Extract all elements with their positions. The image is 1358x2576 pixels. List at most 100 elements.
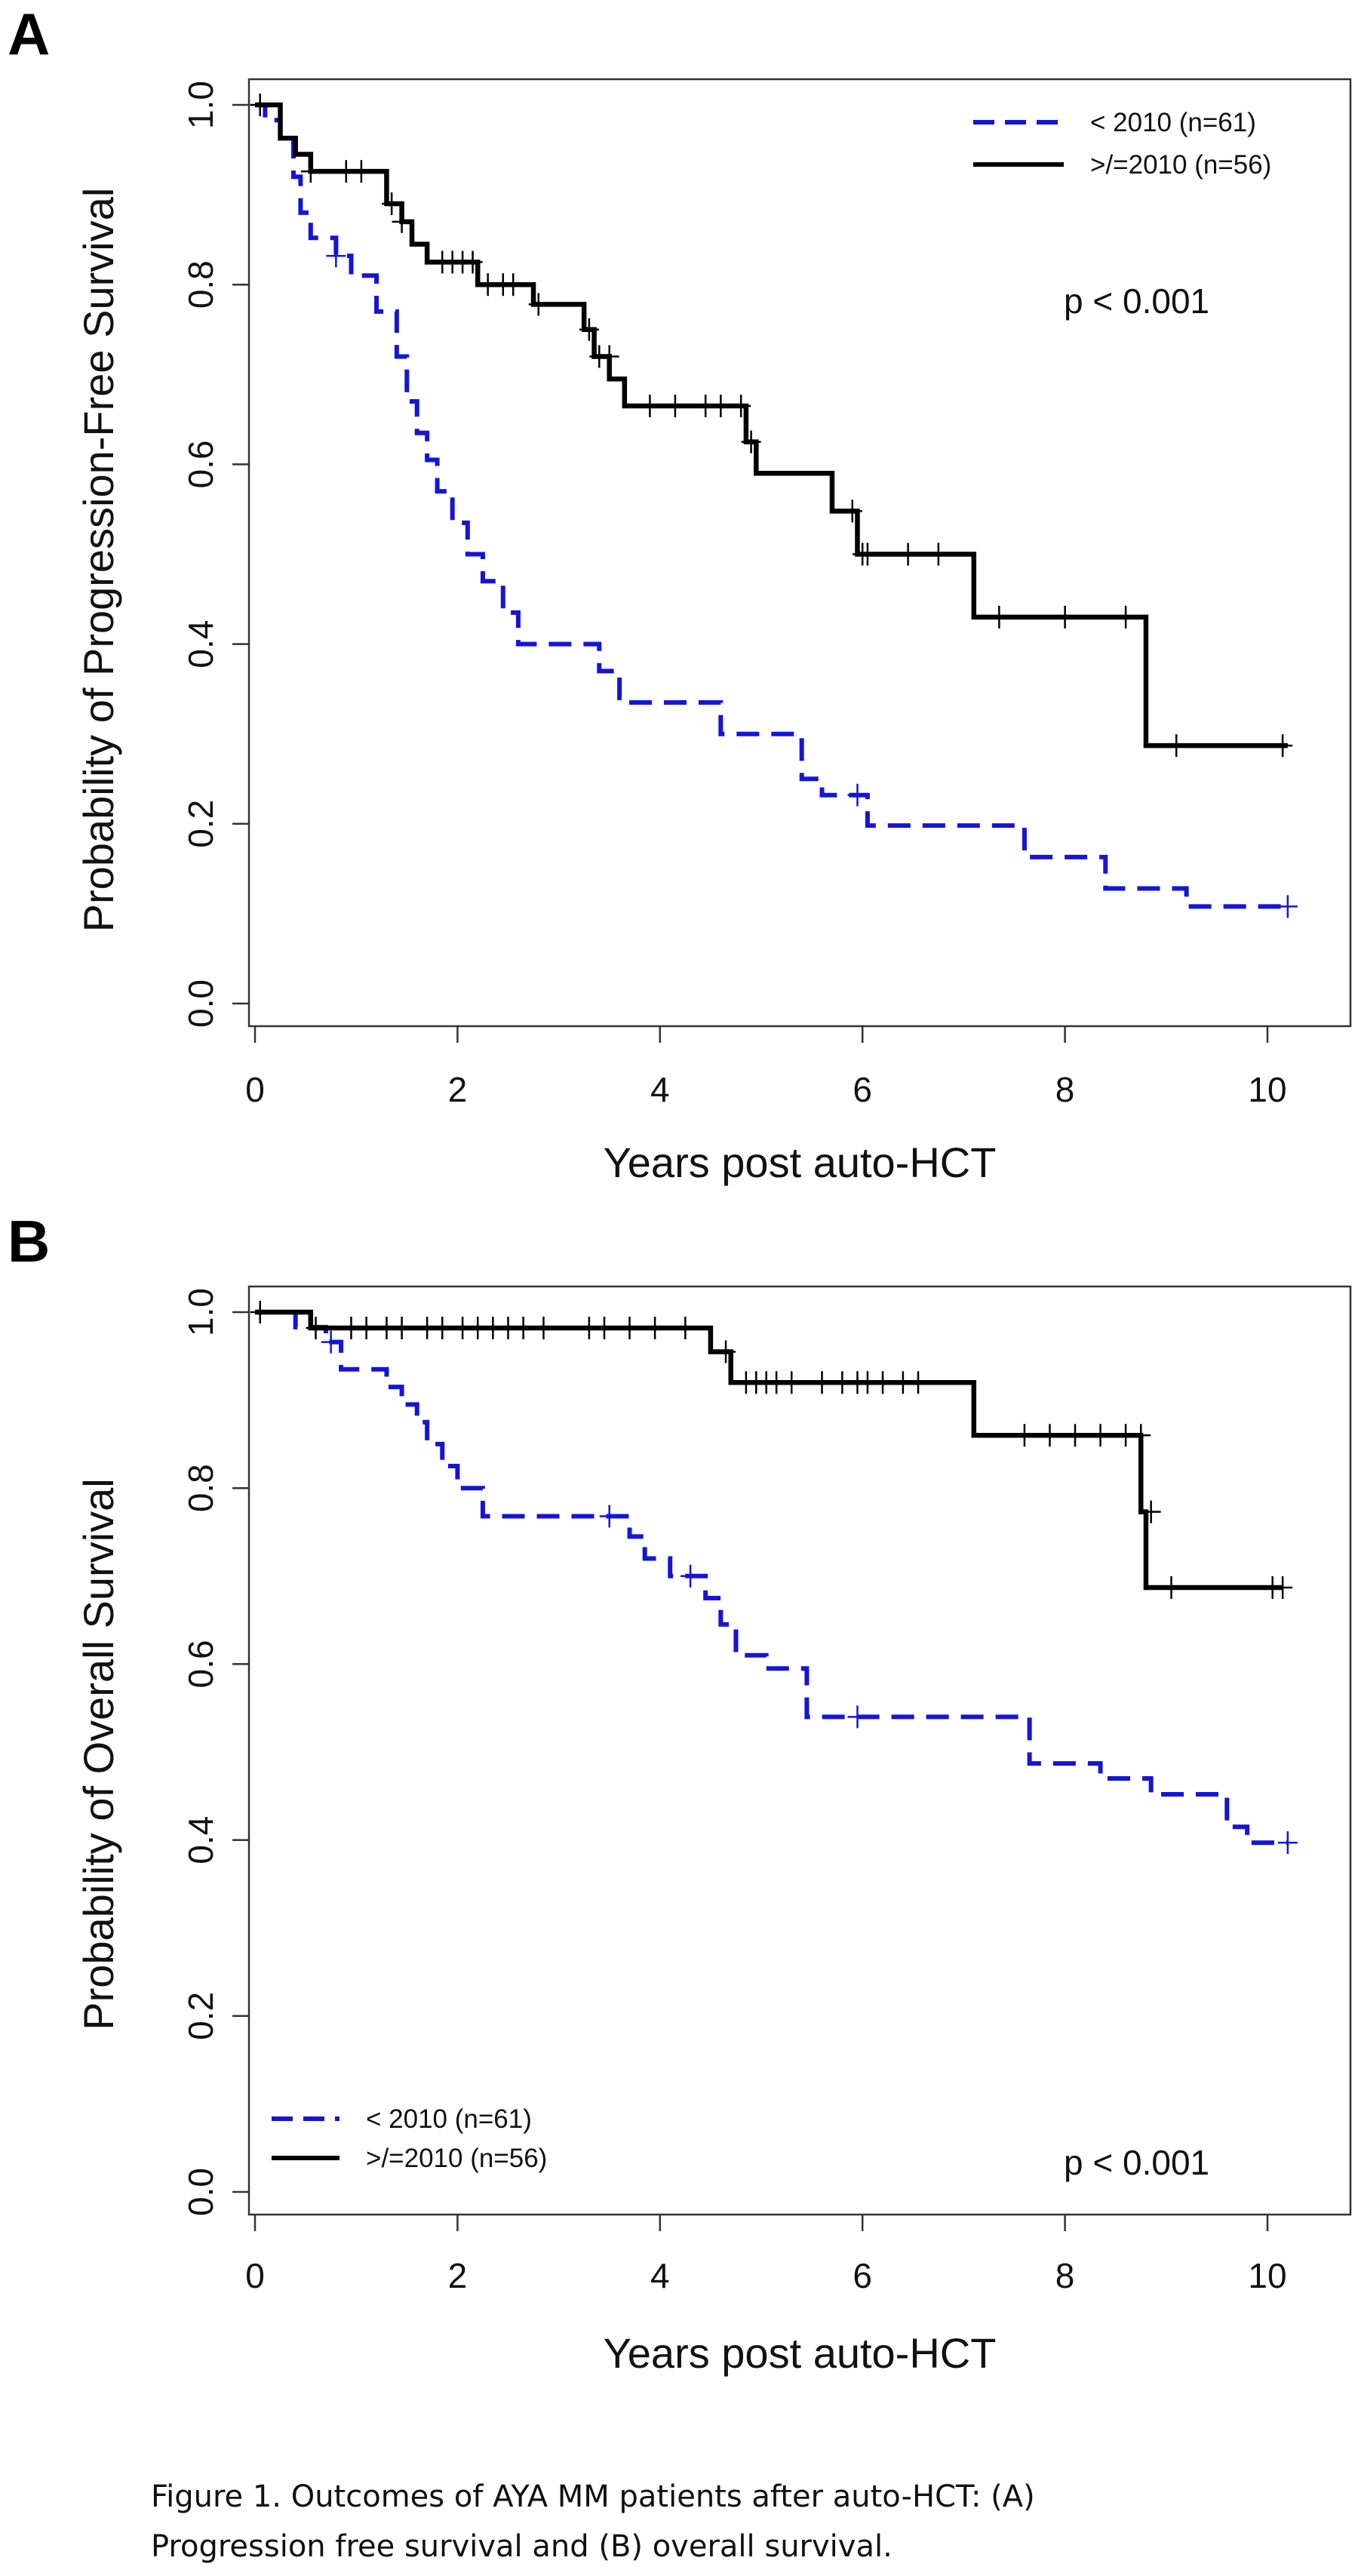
censor-mark [782,1371,802,1394]
censor-mark [731,394,751,417]
censor-mark [711,394,731,417]
y-tick-label: 0.8 [181,260,220,309]
censor-mark [326,244,346,268]
figure-caption-line-2: Progression free survival and (B) overal… [151,2529,893,2564]
censor-mark [599,1505,619,1528]
panel-label-b: B [8,1208,50,1274]
censor-mark [513,1316,533,1339]
series-line-pre-2010 [255,103,1288,909]
panel-label-a: A [8,1,50,67]
legend-label: < 2010 (n=61) [366,2104,532,2134]
censor-mark [665,394,685,417]
censor-mark [351,160,371,183]
censor-mark [898,543,918,566]
y-tick-label: 0.0 [181,2168,220,2216]
censor-mark [594,1316,614,1339]
censor-mark [640,394,660,417]
y-tick-label: 0.0 [181,979,220,1028]
x-tick-label: 10 [1248,1070,1286,1109]
x-tick-label: 0 [245,2256,265,2295]
censor-mark [1166,734,1187,758]
y-tick-label: 0.8 [181,1464,220,1512]
y-tick-label: 0.2 [181,1992,220,2040]
figure-caption-line-1: Figure 1. Outcomes of AYA MM patients af… [151,2479,1035,2514]
censor-mark [1116,605,1136,629]
censor-mark [1161,1575,1181,1599]
x-tick-label: 2 [448,2256,468,2295]
censor-mark [306,1316,326,1339]
censor-mark [300,160,321,183]
plot-frame [247,78,1352,1028]
x-tick-label: 10 [1248,2256,1286,2295]
censor-mark [579,318,599,341]
y-tick-label: 0.4 [181,1816,220,1864]
censor-mark [1277,895,1298,918]
y-axis-title: Probability of Overall Survival [75,1478,122,2030]
y-tick-label: 0.6 [181,1640,220,1688]
censor-mark [392,1316,412,1339]
series-line-post-2010 [255,1309,1283,1591]
censor-mark [462,251,483,274]
censor-mark [1055,605,1075,629]
censor-mark [356,1316,376,1339]
x-tick-label: 4 [650,2256,670,2295]
censor-mark [1040,1424,1060,1447]
x-tick-label: 6 [853,2256,872,2295]
x-tick-label: 2 [448,1070,468,1109]
legend-label: < 2010 (n=61) [1090,108,1256,137]
chart-panel-a: 0.0 0.2 0.4 0.6 0.8 1.0 0 2 4 6 8 10 Probability of … [75,78,1352,1186]
censor-mark [382,192,402,216]
censor-mark [847,1705,868,1729]
censor-mark [533,1316,554,1339]
y-tick-label: 1.0 [181,1288,220,1336]
censor-mark [1090,1424,1111,1447]
censor-mark [908,1371,929,1394]
x-tick-label: 0 [245,1070,265,1109]
censor-mark [857,543,877,566]
x-tick-label: 6 [853,1070,872,1109]
y-tick-label: 0.6 [181,440,220,488]
legend-label: >/=2010 (n=56) [1090,150,1271,180]
censor-mark [432,1316,453,1339]
censor-mark [1277,1831,1298,1855]
censor-mark [1273,1575,1293,1599]
plot-frame [247,1285,1352,2216]
censor-mark [989,605,1009,629]
censor-mark [503,273,524,297]
censor-mark [1014,1424,1034,1447]
p-value-annotation: p < 0.001 [1064,281,1209,321]
censor-mark [599,345,619,368]
x-tick-label: 8 [1055,1070,1075,1109]
censor-mark [812,1371,832,1394]
censor-mark [392,210,412,233]
y-tick-label: 1.0 [181,81,220,129]
censor-mark [873,1371,893,1394]
censor-mark [250,94,270,116]
x-axis-title: Years post auto-HCT [604,1139,997,1186]
x-tick-label: 4 [650,1070,670,1109]
censor-mark [681,1564,701,1588]
censor-mark [1065,1424,1086,1447]
series-line-pre-2010 [255,1310,1288,1846]
censor-mark [675,1316,696,1339]
p-value-annotation: p < 0.001 [1064,2143,1209,2182]
censor-mark [1131,1424,1151,1447]
x-tick-label: 8 [1055,2256,1075,2295]
y-axis-title: Probability of Progression-Free Survival [75,188,122,933]
y-tick-label: 0.4 [181,620,220,669]
censor-mark [619,1316,640,1339]
censor-mark [928,543,948,566]
y-tick-label: 0.2 [181,800,220,848]
censor-mark [645,1316,665,1339]
censor-mark [1273,734,1293,758]
censor-mark [1141,1500,1161,1523]
censor-mark [741,430,761,453]
censor-mark [716,1340,736,1363]
censor-mark [528,293,548,316]
chart-panel-b: 0.0 0.2 0.4 0.6 0.8 1.0 0 2 4 6 8 10 Probability of … [75,1285,1352,2377]
x-axis-title: Years post auto-HCT [604,2329,997,2377]
censor-mark [250,1301,270,1323]
series-line-post-2010 [255,102,1288,749]
censor-mark [321,1330,341,1354]
